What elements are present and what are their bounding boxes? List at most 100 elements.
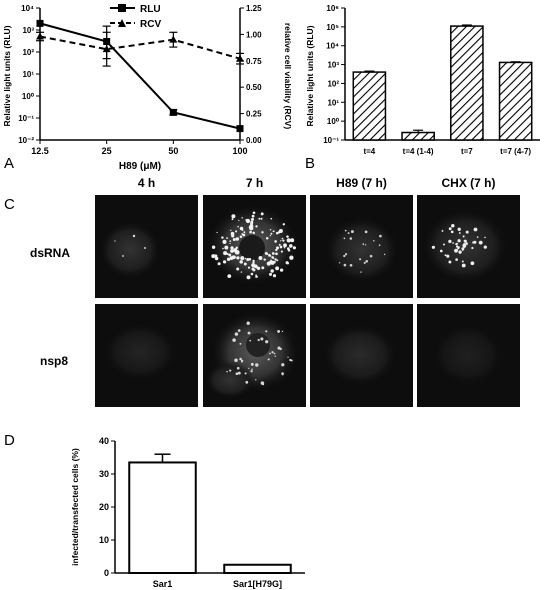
chart-a-ytick-left-label: 10⁻²: [18, 136, 34, 145]
micro-header-h89: H89 (7 h): [336, 176, 387, 190]
fluorescent-speckle: [463, 239, 467, 243]
fluorescent-speckle: [258, 217, 261, 220]
fluorescent-speckle: [478, 240, 483, 245]
fluorescent-speckle: [431, 245, 436, 249]
fluorescent-speckle: [364, 230, 368, 234]
fluorescent-speckle: [362, 243, 365, 245]
fluorescent-speckle: [239, 342, 242, 345]
fluorescent-speckle: [235, 372, 239, 376]
fluorescent-speckle: [448, 227, 452, 231]
fluorescent-speckle: [239, 226, 244, 231]
fluorescent-speckle: [261, 266, 265, 270]
fluorescent-speckle: [271, 351, 274, 354]
fluorescent-speckle: [234, 332, 239, 336]
fluorescent-speckle: [264, 258, 267, 261]
chart-a-ylabel-right: relative cell viability (RCV): [283, 23, 293, 129]
fluorescent-speckle: [249, 224, 254, 229]
fluorescent-speckle: [452, 242, 454, 244]
fluorescent-speckle: [275, 266, 280, 271]
fluorescent-speckle: [278, 229, 283, 233]
fluorescent-speckle: [267, 358, 270, 361]
fluorescent-speckle: [266, 253, 269, 256]
fluorescent-speckle: [261, 231, 264, 234]
fluorescent-speckle: [461, 263, 466, 268]
fluorescent-speckle: [265, 340, 269, 344]
fluorescent-speckle: [241, 360, 243, 363]
chart-b-bar: [401, 131, 435, 141]
fluorescent-speckle: [280, 240, 282, 242]
fluorescent-speckle: [224, 245, 229, 250]
chart-a-rcv-point: [169, 35, 178, 43]
fluorescent-speckle: [255, 274, 257, 277]
fluorescent-speckle: [270, 232, 273, 235]
fluorescent-speckle: [462, 243, 467, 248]
fluorescent-speckle: [230, 246, 234, 250]
fluorescent-speckle: [243, 231, 246, 234]
fluorescent-speckle: [463, 246, 466, 248]
fluorescent-speckle: [237, 225, 239, 228]
fluorescent-speckle: [234, 358, 238, 362]
fluorescent-speckle: [283, 243, 287, 248]
fluorescent-speckle: [483, 245, 487, 249]
micro-image-nsp8-chx: [417, 304, 520, 407]
fluorescent-speckle: [255, 363, 259, 367]
fluorescent-speckle: [239, 357, 242, 361]
fluorescent-speckle: [471, 246, 474, 250]
micro-image-dsrna-4h: [95, 195, 198, 298]
fluorescent-speckle: [446, 254, 450, 258]
fluorescent-speckle: [343, 263, 347, 267]
fluorescent-speckle: [457, 246, 460, 249]
chart-a-ytick-right-label: 1.00: [246, 30, 262, 39]
fluorescent-speckle: [244, 372, 247, 375]
fluorescent-speckle: [250, 222, 254, 226]
fluorescent-speckle: [273, 260, 276, 264]
fluorescent-speckle: [457, 227, 461, 231]
panel-label-a: A: [4, 155, 15, 172]
fluorescent-speckle: [284, 244, 287, 247]
fluorescent-speckle: [233, 249, 236, 253]
legend-rlu-label: RLU: [140, 4, 161, 15]
fluorescent-speckle: [343, 237, 346, 240]
fluorescent-speckle: [277, 329, 281, 333]
chart-d-bar: [128, 461, 197, 575]
chart-b-ytick-label: 10³: [327, 61, 339, 70]
fluorescent-speckle: [349, 263, 353, 267]
fluorescent-speckle: [272, 230, 275, 233]
fluorescent-speckle: [472, 241, 475, 244]
fluorescent-speckle: [269, 255, 272, 257]
chart-a-rcv-point: [36, 32, 44, 40]
fluorescent-speckle: [271, 256, 274, 259]
chart-a-ytick-right-label: 0.75: [246, 57, 262, 66]
fluorescent-speckle: [253, 264, 258, 269]
chart-a-legend: RLU RCV: [110, 4, 161, 30]
fluorescent-speckle: [231, 214, 236, 219]
fluorescent-speckle: [232, 338, 236, 342]
fluorescent-speckle: [231, 218, 234, 221]
fluorescent-speckle: [228, 253, 232, 257]
fluorescent-speckle: [242, 233, 246, 237]
fluorescent-speckle: [243, 262, 247, 266]
chart-a-xtick-label: 100: [232, 146, 247, 156]
fluorescent-speckle: [457, 247, 460, 250]
fluorescent-speckle: [278, 243, 281, 246]
fluorescent-speckle: [245, 380, 249, 384]
fluorescent-speckle: [282, 239, 285, 242]
fluorescent-speckle: [247, 331, 251, 335]
panel-label-d: D: [4, 432, 15, 449]
fluorescent-speckle: [347, 232, 350, 235]
fluorescent-speckle: [250, 370, 253, 373]
fluorescent-speckle: [251, 368, 253, 371]
fluorescent-speckle: [211, 245, 216, 249]
fluorescent-speckle: [261, 231, 264, 234]
fluorescent-speckle: [290, 359, 293, 362]
fluorescent-speckle: [439, 249, 443, 253]
fluorescent-speckle: [470, 261, 475, 266]
fluorescent-speckle: [282, 223, 286, 226]
fluorescent-speckle: [270, 217, 273, 220]
fluorescent-speckle: [233, 248, 238, 252]
fluorescent-speckle: [227, 274, 232, 278]
micro-image-dsrna-7h: [203, 195, 306, 298]
fluorescent-speckle: [280, 250, 283, 253]
fluorescent-speckle: [232, 232, 235, 234]
